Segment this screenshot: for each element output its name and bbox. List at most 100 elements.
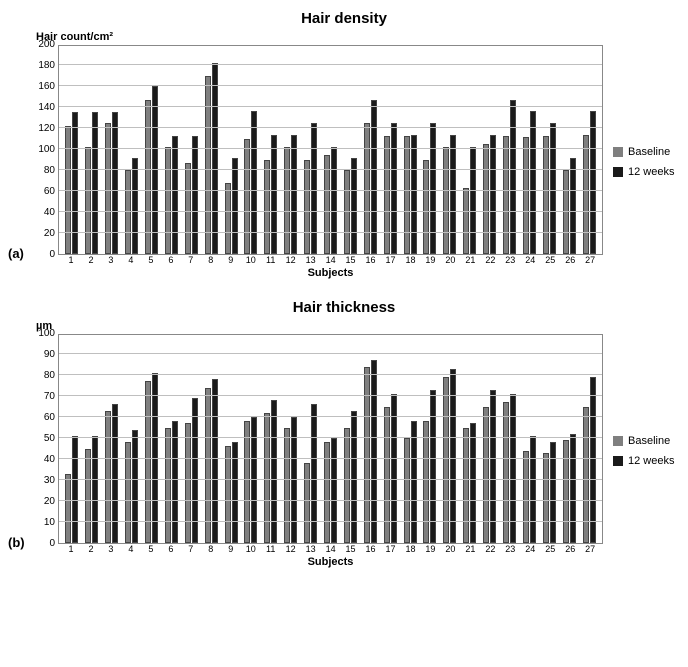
bar-baseline (523, 451, 529, 543)
bar-group (122, 158, 142, 254)
xtick-label: 13 (301, 255, 321, 265)
bar-12weeks (570, 434, 576, 543)
bar-baseline (264, 160, 270, 255)
bar-12weeks (291, 417, 297, 543)
bar-baseline (304, 160, 310, 255)
xtick-label: 25 (540, 255, 560, 265)
bar-baseline (304, 463, 310, 543)
bar-group (420, 390, 440, 543)
bar-group (519, 436, 539, 543)
chart-a-title: Hair density (8, 10, 680, 27)
chart-a-xlabel: Subjects (58, 267, 603, 279)
xtick-label: 7 (181, 255, 201, 265)
xtick-label: 2 (81, 544, 101, 554)
xtick-label: 11 (261, 255, 281, 265)
bar-12weeks (132, 430, 138, 543)
bar-baseline (423, 160, 429, 255)
xtick-label: 4 (121, 544, 141, 554)
bar-baseline (443, 377, 449, 543)
bar-group (539, 123, 559, 254)
legend-baseline-label: Baseline (628, 435, 670, 447)
chart-a-legend: Baseline 12 weeks (613, 45, 674, 279)
bar-12weeks (490, 135, 496, 254)
bar-baseline (185, 163, 191, 254)
bar-12weeks (152, 86, 158, 254)
bar-group (420, 123, 440, 254)
bar-baseline (324, 155, 330, 254)
bar-baseline (483, 407, 489, 544)
swatch-baseline-icon (613, 147, 623, 157)
xtick-label: 17 (381, 255, 401, 265)
bar-group (281, 135, 301, 254)
bar-baseline (225, 183, 231, 254)
bar-baseline (404, 136, 410, 254)
bar-baseline (145, 381, 151, 543)
xtick-label: 15 (341, 544, 361, 554)
bar-baseline (503, 136, 509, 254)
bar-12weeks (271, 135, 277, 254)
bar-group (321, 147, 341, 254)
bar-group (321, 438, 341, 543)
bar-baseline (404, 438, 410, 543)
bar-group (102, 404, 122, 543)
xtick-label: 10 (241, 544, 261, 554)
panel-a-label: (a) (8, 246, 24, 261)
bar-group (201, 379, 221, 543)
bar-group (122, 430, 142, 543)
bar-baseline (523, 137, 529, 254)
bar-group (480, 390, 500, 543)
legend-12weeks-label: 12 weeks (628, 455, 674, 467)
bar-group (62, 436, 82, 543)
xtick-label: 22 (480, 544, 500, 554)
bar-12weeks (311, 123, 317, 254)
bar-group (241, 417, 261, 543)
xtick-label: 23 (500, 255, 520, 265)
xtick-label: 5 (141, 544, 161, 554)
bar-group (380, 123, 400, 254)
xtick-label: 19 (420, 255, 440, 265)
xtick-label: 23 (500, 544, 520, 554)
xtick-label: 14 (321, 544, 341, 554)
bar-baseline (205, 76, 211, 255)
bar-group (460, 147, 480, 254)
bar-baseline (384, 407, 390, 544)
bar-baseline (264, 413, 270, 543)
bar-group (161, 421, 181, 543)
bar-12weeks (331, 147, 337, 254)
bar-baseline (463, 428, 469, 544)
bar-baseline (284, 147, 290, 254)
bar-12weeks (490, 390, 496, 543)
xtick-label: 4 (121, 255, 141, 265)
bar-group (440, 135, 460, 254)
xtick-label: 20 (440, 544, 460, 554)
xtick-label: 26 (560, 255, 580, 265)
bar-group (201, 63, 221, 254)
bar-baseline (284, 428, 290, 544)
bar-group (400, 421, 420, 543)
bar-12weeks (112, 404, 118, 543)
legend-baseline-label: Baseline (628, 146, 670, 158)
bar-baseline (463, 188, 469, 254)
chart-hair-density: (a) Hair density Hair count/cm² 20018016… (8, 10, 680, 279)
bar-12weeks (212, 63, 218, 254)
legend-12weeks: 12 weeks (613, 455, 674, 467)
xtick-label: 13 (301, 544, 321, 554)
bar-group (281, 417, 301, 543)
bar-baseline (364, 123, 370, 254)
bar-group (221, 158, 241, 254)
xtick-label: 9 (221, 544, 241, 554)
bar-12weeks (92, 436, 98, 543)
chart-hair-thickness: (b) Hair thickness µm 100908070605040302… (8, 299, 680, 568)
chart-b-xlabel: Subjects (58, 556, 603, 568)
bar-group (181, 136, 201, 254)
swatch-12weeks-icon (613, 456, 623, 466)
bar-12weeks (172, 421, 178, 543)
bar-baseline (85, 449, 91, 544)
bar-baseline (563, 170, 569, 254)
bar-baseline (185, 423, 191, 543)
xtick-label: 9 (221, 255, 241, 265)
bar-baseline (563, 440, 569, 543)
bar-group (161, 136, 181, 254)
bar-12weeks (430, 123, 436, 254)
bar-group (82, 436, 102, 543)
